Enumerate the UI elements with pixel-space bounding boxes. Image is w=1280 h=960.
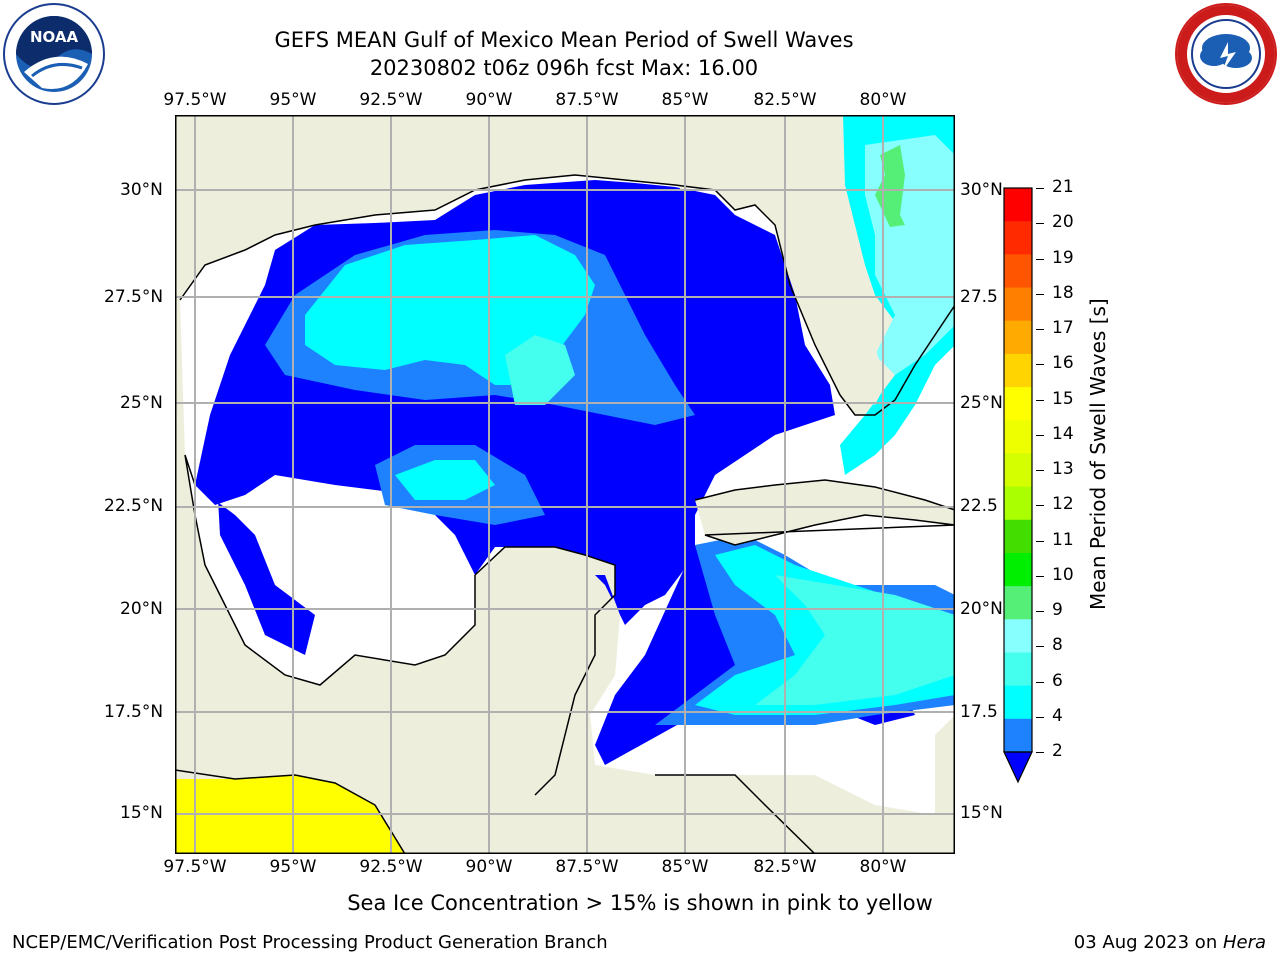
colorbar-tick-label: 8 (1052, 635, 1063, 656)
colorbar-tick-mark (1036, 681, 1044, 683)
colorbar-cell (1004, 287, 1032, 322)
lon-label-top: 90°W (465, 90, 513, 110)
colorbar-tick-mark (1036, 399, 1044, 401)
colorbar-tick-mark (1036, 188, 1044, 189)
colorbar-cell (1004, 188, 1032, 222)
colorbar-label: Mean Period of Swell Waves [s] (1086, 298, 1110, 610)
colorbar-tick-mark (1036, 611, 1044, 612)
colorbar-tick-label: 21 (1052, 177, 1074, 197)
colorbar-cell (1004, 586, 1032, 620)
colorbar-cell (1004, 519, 1032, 554)
lon-label-bottom: 87.5°W (555, 857, 619, 877)
colorbar-tick-mark (1036, 470, 1044, 471)
colorbar-tick-mark (1036, 329, 1044, 330)
lat-label-right: 22.5 (960, 496, 998, 516)
lon-label-top: 82.5°W (753, 90, 817, 110)
footer-host: Hera (1222, 932, 1266, 953)
colorbar-tick-label: 13 (1052, 459, 1074, 479)
map-subtitle: 20230802 t06z 096h fcst Max: 16.00 (369, 56, 759, 80)
colorbar-cell (1004, 420, 1032, 454)
colorbar-extend-arrow (1003, 751, 1033, 784)
lon-label-top: 85°W (661, 90, 709, 110)
colorbar-tick-mark (1036, 752, 1044, 753)
footer-credit: NCEP/EMC/Verification Post Processing Pr… (12, 932, 608, 953)
lon-label-top: 97.5°W (163, 90, 227, 110)
colorbar-cell (1004, 552, 1032, 587)
lon-label-bottom: 95°W (269, 857, 317, 877)
sea-ice-note: Sea Ice Concentration > 15% is shown in … (347, 891, 933, 915)
map-title: GEFS MEAN Gulf of Mexico Mean Period of … (274, 28, 854, 52)
colorbar-cell (1004, 619, 1032, 653)
lon-label-bottom: 85°W (661, 857, 709, 877)
footer-date: 03 Aug 2023 on Hera (1074, 932, 1266, 953)
lon-label-bottom: 92.5°W (359, 857, 423, 877)
colorbar-cell (1004, 353, 1032, 388)
colorbar-cell (1004, 320, 1032, 355)
lon-label-bottom: 82.5°W (753, 857, 817, 877)
colorbar-tick-label: 9 (1052, 600, 1063, 620)
colorbar-tick-label: 6 (1052, 670, 1063, 691)
colorbar-tick-label: 4 (1052, 705, 1063, 726)
colorbar-tick-mark (1036, 258, 1044, 260)
lat-label-left: 30°N (120, 180, 163, 200)
lat-label-right: 30°N (960, 180, 1003, 200)
gulf-map (174, 115, 956, 855)
colorbar-tick-label: 14 (1052, 423, 1074, 444)
colorbar-tick-label: 11 (1052, 529, 1074, 550)
colorbar-tick-label: 16 (1052, 353, 1074, 374)
colorbar-cell (1004, 387, 1032, 421)
colorbar-tick-mark (1036, 434, 1044, 436)
lon-label-bottom: 80°W (859, 857, 907, 877)
colorbar-tick-label: 2 (1052, 741, 1063, 761)
colorbar-tick-mark (1036, 575, 1044, 577)
colorbar-tick-label: 12 (1052, 494, 1074, 515)
lon-label-top: 80°W (859, 90, 907, 110)
lon-label-top: 87.5°W (555, 90, 619, 110)
colorbar-cell (1004, 685, 1032, 720)
colorbar-cell (1004, 486, 1032, 521)
lat-label-left: 17.5°N (104, 702, 164, 722)
colorbar-cell (1004, 453, 1032, 488)
lat-label-right: 17.5 (960, 702, 998, 722)
colorbar-tick-label: 15 (1052, 388, 1074, 409)
lat-label-left: 27.5°N (104, 287, 164, 307)
colorbar-tick-label: 19 (1052, 247, 1074, 268)
noaa-logo: NOAA (2, 2, 106, 106)
colorbar-cell (1004, 221, 1032, 255)
lon-label-top: 92.5°W (359, 90, 423, 110)
lat-label-left: 25°N (120, 393, 163, 413)
colorbar-tick-mark (1036, 293, 1044, 295)
colorbar-tick-label: 18 (1052, 282, 1074, 303)
colorbar-tick-mark (1036, 716, 1044, 718)
lon-label-bottom: 90°W (465, 857, 513, 877)
noaa-logo-text: NOAA (30, 28, 79, 46)
lon-label-top: 95°W (269, 90, 317, 110)
colorbar-tick-mark (1036, 646, 1044, 648)
colorbar-cell (1004, 718, 1032, 753)
colorbar (1000, 186, 1036, 786)
lat-label-left: 15°N (120, 803, 163, 823)
colorbar-cell (1004, 254, 1032, 289)
colorbar-tick-label: 10 (1052, 564, 1074, 585)
lat-label-right: 27.5 (960, 287, 998, 307)
lat-label-right: 20°N (960, 599, 1003, 619)
lat-label-right: 25°N (960, 393, 1003, 413)
colorbar-tick-label: 20 (1052, 212, 1074, 233)
lon-label-bottom: 97.5°W (163, 857, 227, 877)
map-grid (175, 115, 955, 854)
colorbar-cell (1004, 652, 1032, 687)
lat-label-left: 20°N (120, 599, 163, 619)
colorbar-tick-mark (1036, 540, 1044, 542)
colorbar-tick-label: 17 (1052, 318, 1074, 338)
colorbar-tick-mark (1036, 505, 1044, 507)
lat-label-left: 22.5°N (104, 496, 164, 516)
nws-logo (1174, 2, 1278, 106)
lat-label-right: 15°N (960, 803, 1003, 823)
footer-date-text: 03 Aug 2023 on (1073, 932, 1223, 953)
colorbar-tick-mark (1036, 364, 1044, 366)
colorbar-tick-mark (1036, 223, 1044, 225)
